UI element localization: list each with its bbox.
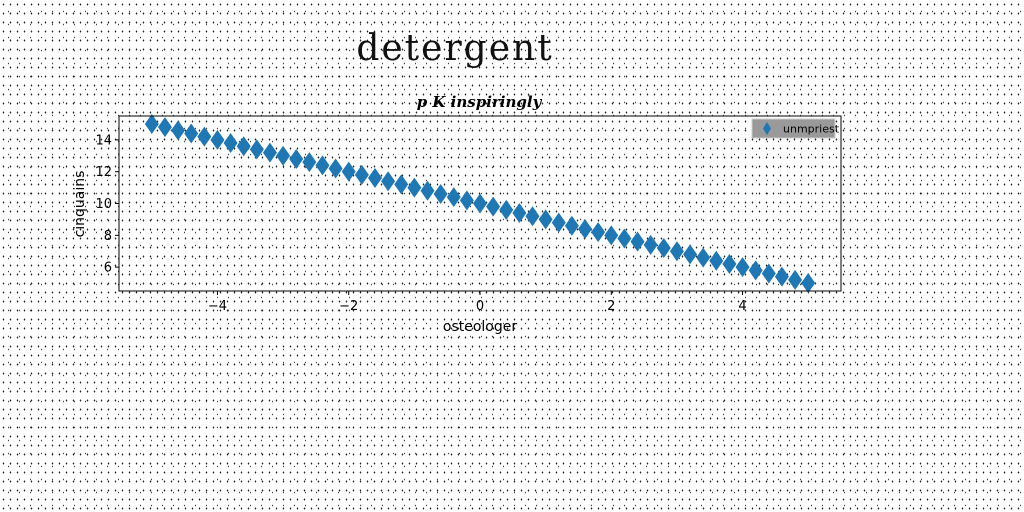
data-point [289,148,304,169]
x-tick-label: 0 [476,299,484,314]
data-point [262,142,277,163]
data-point [499,199,514,220]
data-point [683,244,698,265]
y-tick-label: 12 [95,165,112,180]
y-axis-ticks: 6 8 10 12 14 [95,133,119,276]
data-point [538,209,553,230]
x-tick-label: 2 [607,299,615,314]
y-tick-label: 14 [95,133,112,148]
x-axis-label: osteologer [443,319,517,335]
data-point [341,161,356,182]
data-point [617,228,632,249]
data-point [433,183,448,204]
data-point [656,238,671,259]
data-point [328,158,343,179]
x-axis-ticks: −4 −2 0 2 4 [208,291,747,314]
data-point [420,180,435,201]
data-point [223,133,238,154]
data-point [249,139,264,160]
legend-marker-diamond [763,122,771,135]
data-point [184,123,199,144]
x-tick-label: 4 [738,299,746,314]
data-point [446,187,461,208]
data-point [171,120,186,141]
figure-title: detergent [356,28,554,69]
data-point [197,126,212,147]
data-point [788,269,803,290]
data-point [551,212,566,233]
legend: unmpriest [751,118,840,139]
data-point [302,152,317,173]
data-point [564,215,579,236]
data-point [722,253,737,274]
data-point [512,203,527,224]
data-point [591,222,606,243]
data-point [696,247,711,268]
data-point [735,257,750,278]
data-point [748,260,763,281]
legend-box [751,118,836,139]
data-point [210,129,225,150]
data-point [367,168,382,189]
data-point [761,263,776,284]
data-point [525,206,540,227]
data-point [486,196,501,217]
data-point [315,155,330,176]
data-point [381,171,396,192]
y-axis-label: cinquains [72,171,88,238]
data-point [774,266,789,287]
data-point [801,273,816,294]
legend-label: unmpriest [783,123,840,136]
data-point [236,136,251,157]
x-tick-label: −2 [339,299,358,314]
data-point [276,145,291,166]
x-tick-label: −4 [208,299,227,314]
y-tick-label: 10 [95,197,112,212]
data-point [604,225,619,246]
data-point [473,193,487,214]
data-point [354,164,369,185]
data-point [394,174,409,195]
data-point [669,241,684,262]
data-point [459,190,474,211]
data-point [643,234,658,255]
data-point [157,117,172,138]
data-point [578,218,593,239]
data-point [144,113,159,134]
data-point [709,250,724,271]
y-tick-label: 8 [104,229,112,244]
y-tick-label: 6 [104,261,112,276]
data-point [630,231,645,252]
plot-title: p K inspiringly [417,93,543,111]
data-point [407,177,422,198]
data-points [144,113,816,294]
